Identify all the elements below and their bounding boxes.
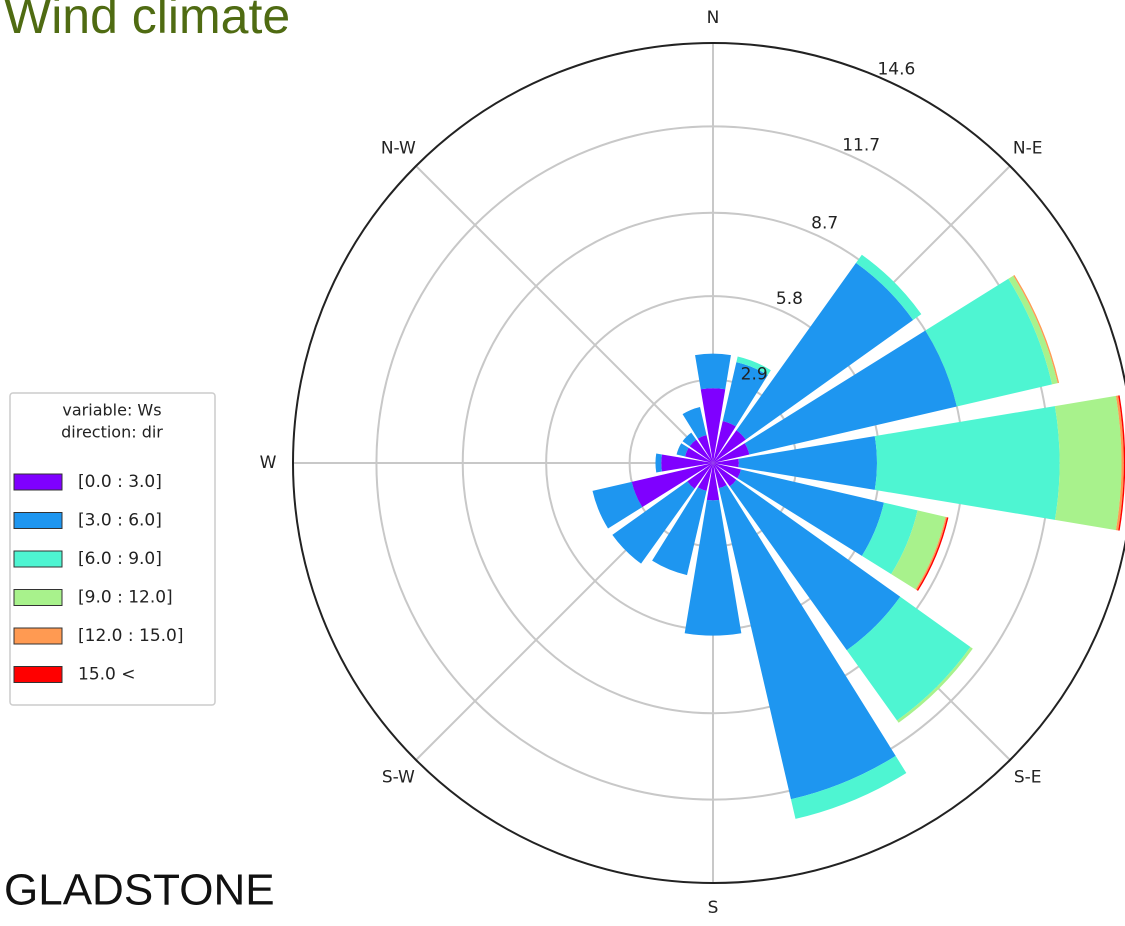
petal-segment	[687, 463, 713, 489]
legend-label: 15.0 <	[78, 665, 136, 685]
petal-segment	[713, 463, 727, 489]
petal-segment	[700, 388, 726, 463]
legend-label: [3.0 : 6.0]	[78, 511, 162, 531]
legend-label: [9.0 : 12.0]	[78, 588, 173, 608]
legend-label: [0.0 : 3.0]	[78, 472, 162, 492]
petal-segment	[1118, 395, 1125, 531]
petal-segment	[713, 420, 736, 463]
petal-segment	[713, 430, 746, 463]
petal-segment	[846, 596, 971, 721]
petal-segment	[718, 484, 896, 800]
legend-swatch	[13, 473, 63, 491]
petal-segment	[736, 262, 914, 440]
legend-swatch	[13, 512, 63, 529]
petal-segment	[682, 406, 707, 439]
petal-segment	[722, 362, 768, 427]
petal-segment	[1054, 395, 1122, 531]
direction-label: S-E	[1014, 768, 1042, 788]
petal-segment	[713, 443, 750, 463]
petal-segment	[682, 432, 697, 447]
petal-segment	[652, 487, 707, 576]
legend-swatch	[13, 550, 63, 568]
r-tick-label: 14.6	[877, 60, 915, 80]
legend-label: [6.0 : 9.0]	[78, 549, 162, 569]
petal-segment	[790, 755, 907, 819]
direction-label: S-W	[382, 768, 415, 788]
petal-segment	[896, 646, 973, 723]
petal-segment	[856, 254, 922, 320]
direction-label: N	[707, 8, 720, 28]
petal-segment	[891, 510, 946, 590]
petal-segment	[874, 406, 1060, 520]
direction-label: S	[708, 898, 719, 918]
petal-segment	[861, 502, 918, 575]
petal-segment	[706, 463, 720, 501]
petal-segment	[729, 479, 901, 651]
petal-segment	[736, 356, 771, 376]
petal-segment	[684, 447, 713, 463]
r-tick-label: 11.7	[842, 135, 880, 155]
legend-swatch	[13, 589, 63, 606]
petal-segment	[612, 481, 695, 564]
legend-title: variable: Ws	[62, 401, 161, 420]
spoke	[415, 165, 714, 464]
petal-segment	[631, 463, 713, 508]
location: GLADSTONE	[4, 866, 275, 915]
petal-segment	[713, 463, 742, 479]
petal-segment	[925, 278, 1053, 407]
petal-segment	[916, 517, 949, 591]
legend-box	[9, 392, 216, 706]
petal-segment	[697, 434, 713, 463]
petal-segment	[661, 454, 713, 472]
petal-segment	[1008, 275, 1058, 385]
petal-segment	[737, 469, 884, 556]
page-title: Wind climate	[4, 0, 290, 44]
petal-segment	[695, 353, 731, 390]
petal-segment	[915, 516, 948, 591]
petal-segment	[592, 481, 643, 529]
petal-segment	[738, 436, 877, 490]
petal-segment	[744, 330, 957, 455]
legend-swatch	[13, 666, 63, 683]
petal-segment	[689, 439, 713, 463]
r-tick-label: 2.9	[741, 365, 768, 385]
grid-ring	[292, 42, 1125, 884]
r-tick-label: 5.8	[776, 289, 803, 309]
r-tick-label: 8.7	[811, 213, 838, 233]
petal-segment	[713, 458, 739, 468]
petal-segment	[684, 499, 742, 636]
direction-label: N-E	[1013, 138, 1043, 158]
petal-segment	[697, 463, 713, 492]
petal-segment	[1115, 395, 1124, 531]
direction-label: N-W	[381, 138, 416, 158]
petal-segment	[676, 443, 689, 457]
legend-label: [12.0 : 15.0]	[78, 626, 184, 646]
direction-label: W	[260, 453, 277, 473]
legend-swatch	[13, 627, 63, 645]
petal-segment	[655, 453, 662, 473]
legend-title: direction: dir	[61, 423, 163, 442]
petal-segment	[713, 463, 737, 487]
